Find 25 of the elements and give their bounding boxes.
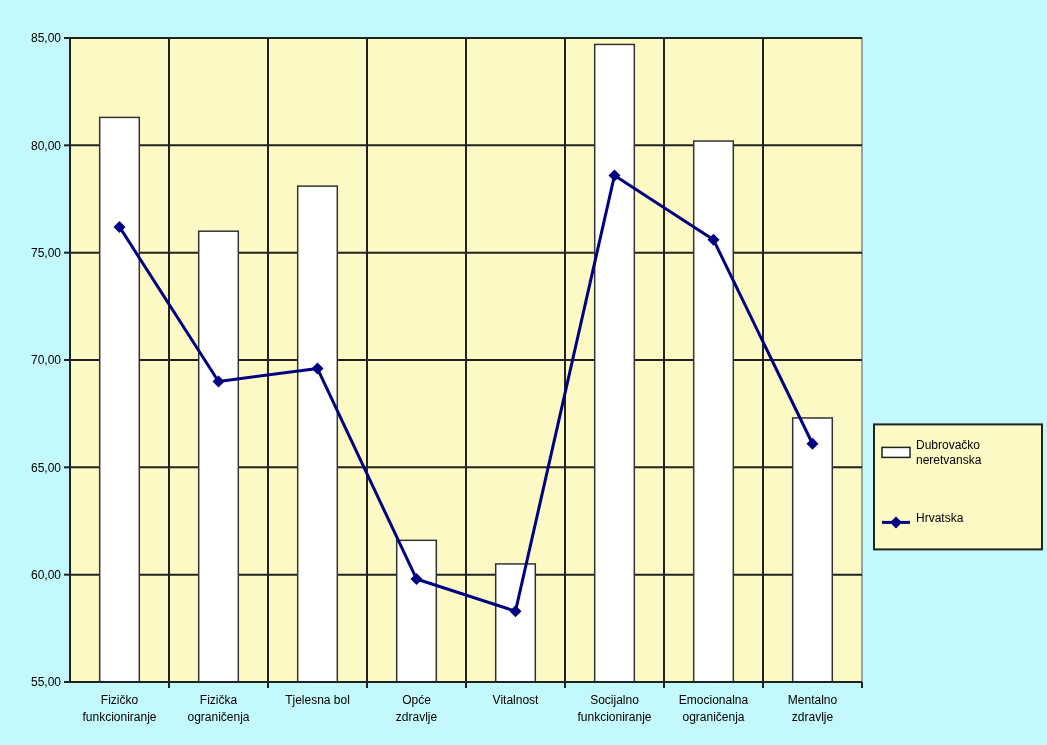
y-tick-label: 55,00 xyxy=(30,675,62,690)
x-tick-label: Mentalno zdravlje xyxy=(787,693,838,724)
x-tick-label: Opće zdravlje xyxy=(395,693,438,724)
point xyxy=(509,605,522,618)
legend-label: Hrvatska xyxy=(916,511,964,526)
y-tick-label: 65,00 xyxy=(30,460,62,475)
y-tick-label: 75,00 xyxy=(30,245,62,260)
point xyxy=(608,169,621,182)
x-tick-label: Emocionalna ograničenja xyxy=(678,693,749,724)
y-tick-label: 60,00 xyxy=(30,567,62,582)
y-tick-label: 80,00 xyxy=(30,138,62,153)
point xyxy=(311,362,324,375)
legend-label: Dubrovačko neretvanska xyxy=(916,438,982,468)
x-tick-label: Fizičko funkcioniranje xyxy=(82,693,157,724)
x-tick-label: Fizička ograničenja xyxy=(187,693,250,724)
point xyxy=(113,220,126,233)
point xyxy=(806,437,819,450)
y-tick-label: 85,00 xyxy=(30,31,62,46)
y-tick-label: 70,00 xyxy=(30,353,62,368)
point xyxy=(212,375,225,388)
x-tick-label: Socijalno funkcioniranje xyxy=(577,693,652,724)
x-tick-label: Vitalnost xyxy=(492,693,540,707)
x-tick-label: Tjelesna bol xyxy=(285,693,350,707)
point xyxy=(707,233,720,246)
point xyxy=(410,572,423,585)
